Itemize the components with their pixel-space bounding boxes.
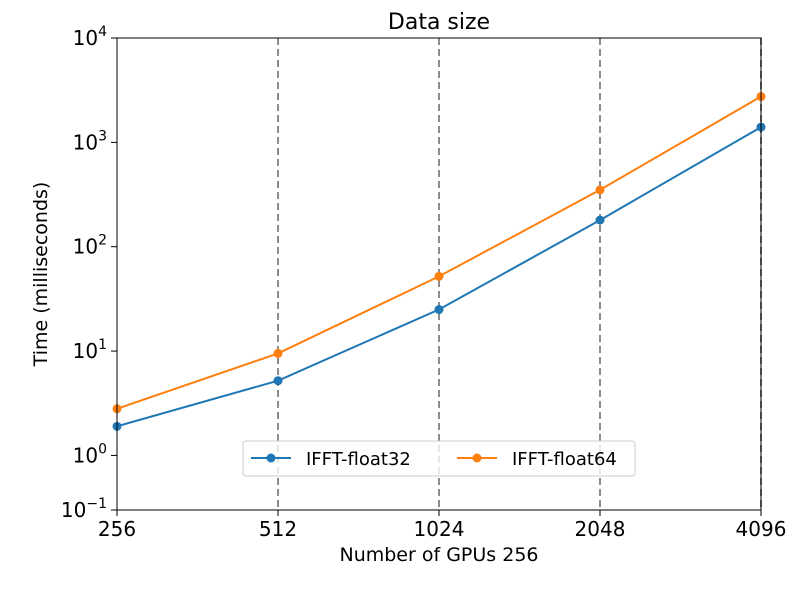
legend: IFFT-float32 IFFT-float64 <box>242 440 636 477</box>
data-point-IFFT-float64-1024 <box>434 271 444 281</box>
chart-title: Data size <box>388 10 490 35</box>
data-point-IFFT-float32-512 <box>273 376 283 386</box>
y-tick-label: 101 <box>73 337 107 363</box>
y-tick-label: 10−1 <box>61 496 107 522</box>
legend-marker-IFFT-float32 <box>266 453 276 463</box>
x-tick-label: 4096 <box>736 517 787 541</box>
y-tick-label: 104 <box>73 24 107 50</box>
vertical-dashed-lines <box>277 38 762 510</box>
data-point-IFFT-float32-1024 <box>434 305 444 315</box>
data-point-IFFT-float64-2048 <box>595 185 605 195</box>
y-axis-label: Time (milliseconds) <box>30 182 52 368</box>
x-tick-label: 2048 <box>575 517 626 541</box>
series-layer <box>112 92 766 431</box>
y-tick-label: 102 <box>73 233 107 259</box>
data-point-IFFT-float32-2048 <box>595 215 605 225</box>
legend-marker-IFFT-float64 <box>472 453 482 463</box>
x-tick-label: 512 <box>259 517 297 541</box>
x-tick-label: 256 <box>98 517 136 541</box>
data-point-IFFT-float64-512 <box>273 348 283 358</box>
y-axis-ticks: 10−1 100 101 102 103 104 <box>61 24 117 522</box>
legend-label-IFFT-float32: IFFT-float32 <box>306 449 411 470</box>
x-axis-ticks: 256 512 1024 2048 4096 <box>98 510 787 541</box>
legend-box <box>242 440 636 477</box>
y-tick-label: 100 <box>73 441 107 467</box>
legend-label-IFFT-float64: IFFT-float64 <box>512 449 617 470</box>
x-tick-label: 1024 <box>414 517 465 541</box>
x-axis-label: Number of GPUs 256 <box>339 544 538 566</box>
y-tick-label: 103 <box>73 128 107 154</box>
